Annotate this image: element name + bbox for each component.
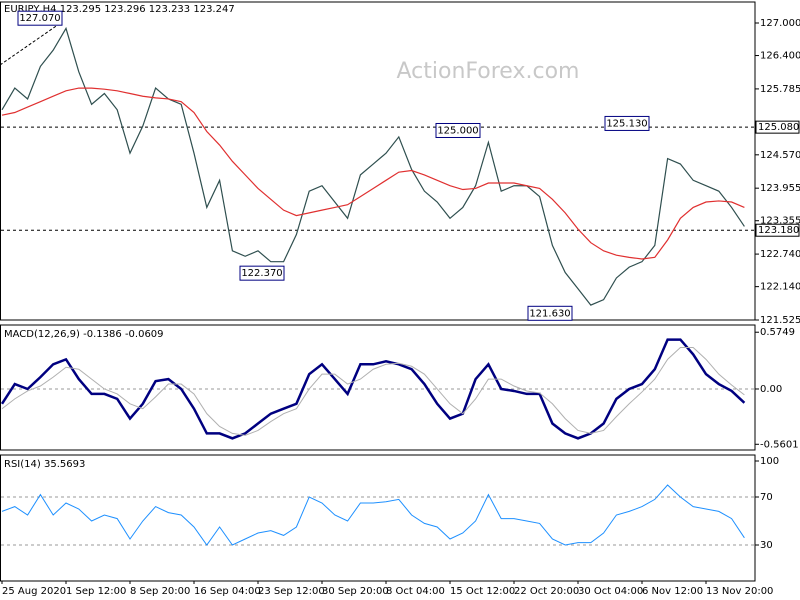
series-line (1, 347, 745, 436)
low: 123.233 (149, 4, 190, 15)
level-box (755, 223, 800, 237)
y-tick-label: 0.00 (760, 384, 782, 395)
y-tick-label: 126.400 (760, 51, 800, 62)
y-tick-label: 127.000 (760, 18, 800, 29)
x-tick-label: 23 Sep 12:00 (258, 586, 325, 597)
indicator-value: 35.5693 (44, 459, 85, 470)
series-line (1, 26, 745, 306)
annotation-label: 122.370 (241, 268, 282, 279)
y-tick-label: 100 (760, 456, 779, 467)
y-tick-label: 122.140 (760, 282, 800, 293)
indicator-name: RSI(14) (4, 459, 41, 470)
y-tick-label: 122.740 (760, 249, 800, 260)
x-tick-label: 22 Oct 20:00 (514, 586, 579, 597)
open: 123.295 (60, 4, 101, 15)
y-tick-label: 121.525 (760, 315, 800, 326)
header: EURJPY,H4 123.295 123.296 123.233 123.24… (4, 4, 235, 15)
x-tick-label: 30 Oct 04:00 (578, 586, 643, 597)
series-line (1, 87, 745, 260)
x-tick-label: 15 Oct 12:00 (450, 586, 515, 597)
annotation-label: 121.630 (529, 308, 570, 319)
annotation-box (527, 305, 573, 321)
panel-frame (0, 1, 756, 321)
x-tick-label: 1 Sep 12:00 (66, 586, 126, 597)
x-tick-label: 6 Nov 12:00 (642, 586, 703, 597)
y-tick-label: 123.955 (760, 183, 800, 194)
y-tick-label: 125.785 (760, 84, 800, 95)
x-tick-label: 8 Oct 04:00 (386, 586, 445, 597)
series-line (1, 484, 745, 546)
level-label: 125.080 (758, 122, 799, 133)
annotation-box (17, 10, 63, 26)
level-label: 123.180 (758, 225, 799, 236)
x-tick-label: 8 Sep 20:00 (130, 586, 190, 597)
panel-frame (0, 324, 756, 451)
annotation-box (239, 265, 285, 281)
x-tick-label: 16 Sep 04:00 (194, 586, 261, 597)
indicator-value: -0.0609 (125, 329, 164, 340)
series-line (0, 338, 746, 440)
annotation-label: 125.000 (437, 125, 478, 136)
indicator-value: -0.1386 (83, 329, 122, 340)
x-tick-label: 25 Aug 2020 (2, 586, 66, 597)
indicator-name: MACD(12,26,9) (4, 329, 80, 340)
annotation-box (604, 115, 650, 131)
y-tick-label: 0.5749 (760, 327, 795, 338)
symbol: EURJPY,H4 (4, 4, 57, 15)
y-tick-label: 30 (760, 540, 773, 551)
y-tick-label: 123.355 (760, 216, 800, 227)
y-tick-label: -0.5601 (760, 439, 799, 450)
indicator-title: MACD(12,26,9) -0.1386 -0.0609 (4, 329, 164, 340)
high: 123.296 (104, 4, 145, 15)
annotation-label: 127.070 (19, 13, 60, 24)
x-tick-label: 30 Sep 20:00 (322, 586, 389, 597)
y-tick-label: 124.570 (760, 150, 800, 161)
annotation-box (435, 122, 481, 138)
indicator-title: RSI(14) 35.5693 (4, 459, 85, 470)
trend-line (0, 21, 63, 66)
close: 123.247 (193, 4, 234, 15)
x-tick-label: 13 Nov 20:00 (706, 586, 773, 597)
panel-frame (0, 454, 756, 582)
annotation-label: 125.130 (606, 118, 647, 129)
watermark: ActionForex.com (397, 59, 580, 84)
level-box (755, 120, 800, 134)
y-tick-label: 70 (760, 492, 773, 503)
